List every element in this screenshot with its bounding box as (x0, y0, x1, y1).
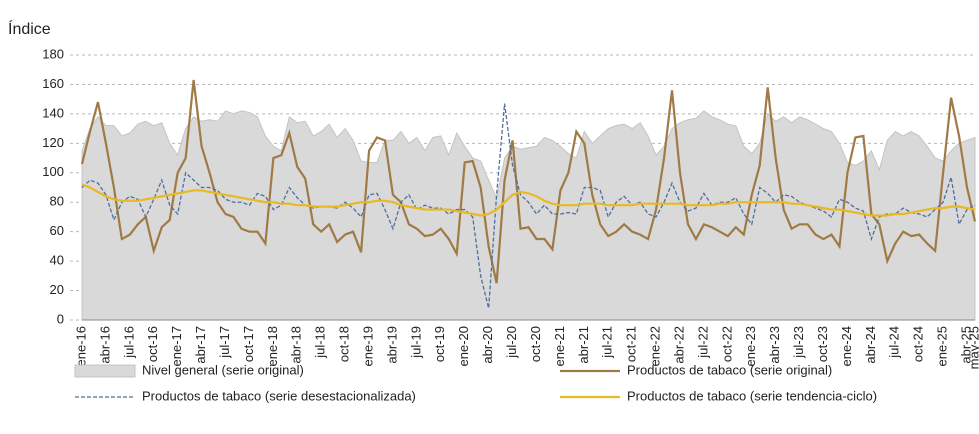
x-tick-label: jul-21 (600, 326, 615, 359)
x-tick-label: oct-17 (241, 326, 256, 362)
x-tick-label: ene-21 (552, 326, 567, 366)
legend-swatch (74, 364, 136, 378)
legend-label: Productos de tabaco (serie tendencia-cic… (627, 388, 877, 403)
y-tick-label: 60 (50, 223, 64, 238)
y-tick-label: 100 (42, 164, 64, 179)
x-tick-label: oct-21 (624, 326, 639, 362)
x-tick-label: ene-25 (935, 326, 950, 366)
x-tick-label: oct-16 (145, 326, 160, 362)
x-tick-label: jul-23 (791, 326, 806, 359)
x-tick-label: ene-24 (839, 326, 854, 366)
legend-label: Nivel general (serie original) (142, 362, 304, 377)
x-tick-label: abr-18 (289, 326, 304, 364)
x-tick-label: abr-25 (958, 326, 973, 364)
line (81, 183, 976, 217)
x-tick-label: ene-16 (73, 326, 88, 366)
x-tick-label: jul-17 (217, 326, 232, 359)
x-tick-label: ene-18 (265, 326, 280, 366)
line (81, 103, 976, 309)
y-tick-label: 80 (50, 194, 64, 209)
y-tick-label: 160 (42, 76, 64, 91)
x-tick-label: abr-21 (576, 326, 591, 364)
x-tick-label: jul-16 (121, 326, 136, 359)
x-tick-label: may-25 (966, 326, 979, 369)
y-tick-label: 180 (42, 46, 64, 61)
y-tick-label: 20 (50, 282, 64, 297)
x-tick-label: abr-17 (193, 326, 208, 364)
y-tick-label: 40 (50, 253, 64, 268)
x-tick-label: abr-23 (767, 326, 782, 364)
legend-label: Productos de tabaco (serie desestacional… (142, 388, 416, 403)
x-tick-label: jul-19 (408, 326, 423, 359)
x-tick-label: jul-22 (695, 326, 710, 359)
x-tick-label: oct-20 (528, 326, 543, 362)
x-tick-label: abr-22 (671, 326, 686, 364)
x-tick-label: ene-19 (360, 326, 375, 366)
y-tick-label: 140 (42, 105, 64, 120)
x-tick-label: ene-23 (743, 326, 758, 366)
area (81, 110, 976, 321)
x-tick-label: abr-20 (480, 326, 495, 364)
y-tick-label: 0 (57, 311, 64, 326)
y-tick-label: 120 (42, 135, 64, 150)
x-tick-label: jul-18 (313, 326, 328, 359)
line (80, 79, 977, 284)
x-tick-label: oct-22 (719, 326, 734, 362)
y-axis-title: Índice (8, 19, 51, 38)
x-tick-label: oct-23 (815, 326, 830, 362)
x-tick-label: oct-18 (337, 326, 352, 362)
x-tick-label: ene-22 (648, 326, 663, 366)
x-tick-label: jul-20 (504, 326, 519, 359)
x-tick-label: oct-19 (432, 326, 447, 362)
x-tick-label: abr-24 (863, 326, 878, 364)
x-tick-label: abr-19 (384, 326, 399, 364)
legend-label: Productos de tabaco (serie original) (627, 362, 832, 377)
x-tick-label: jul-24 (887, 326, 902, 359)
x-tick-label: ene-20 (456, 326, 471, 366)
x-tick-label: oct-24 (911, 326, 926, 362)
x-tick-label: abr-16 (97, 326, 112, 364)
x-tick-label: ene-17 (169, 326, 184, 366)
